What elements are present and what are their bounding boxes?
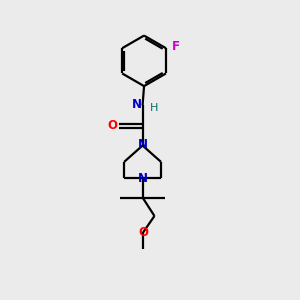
Text: N: N — [138, 172, 148, 185]
Text: H: H — [150, 103, 158, 113]
Text: F: F — [171, 40, 179, 53]
Text: N: N — [132, 98, 142, 111]
Text: N: N — [138, 138, 148, 151]
Text: O: O — [108, 119, 118, 132]
Text: O: O — [138, 226, 148, 239]
